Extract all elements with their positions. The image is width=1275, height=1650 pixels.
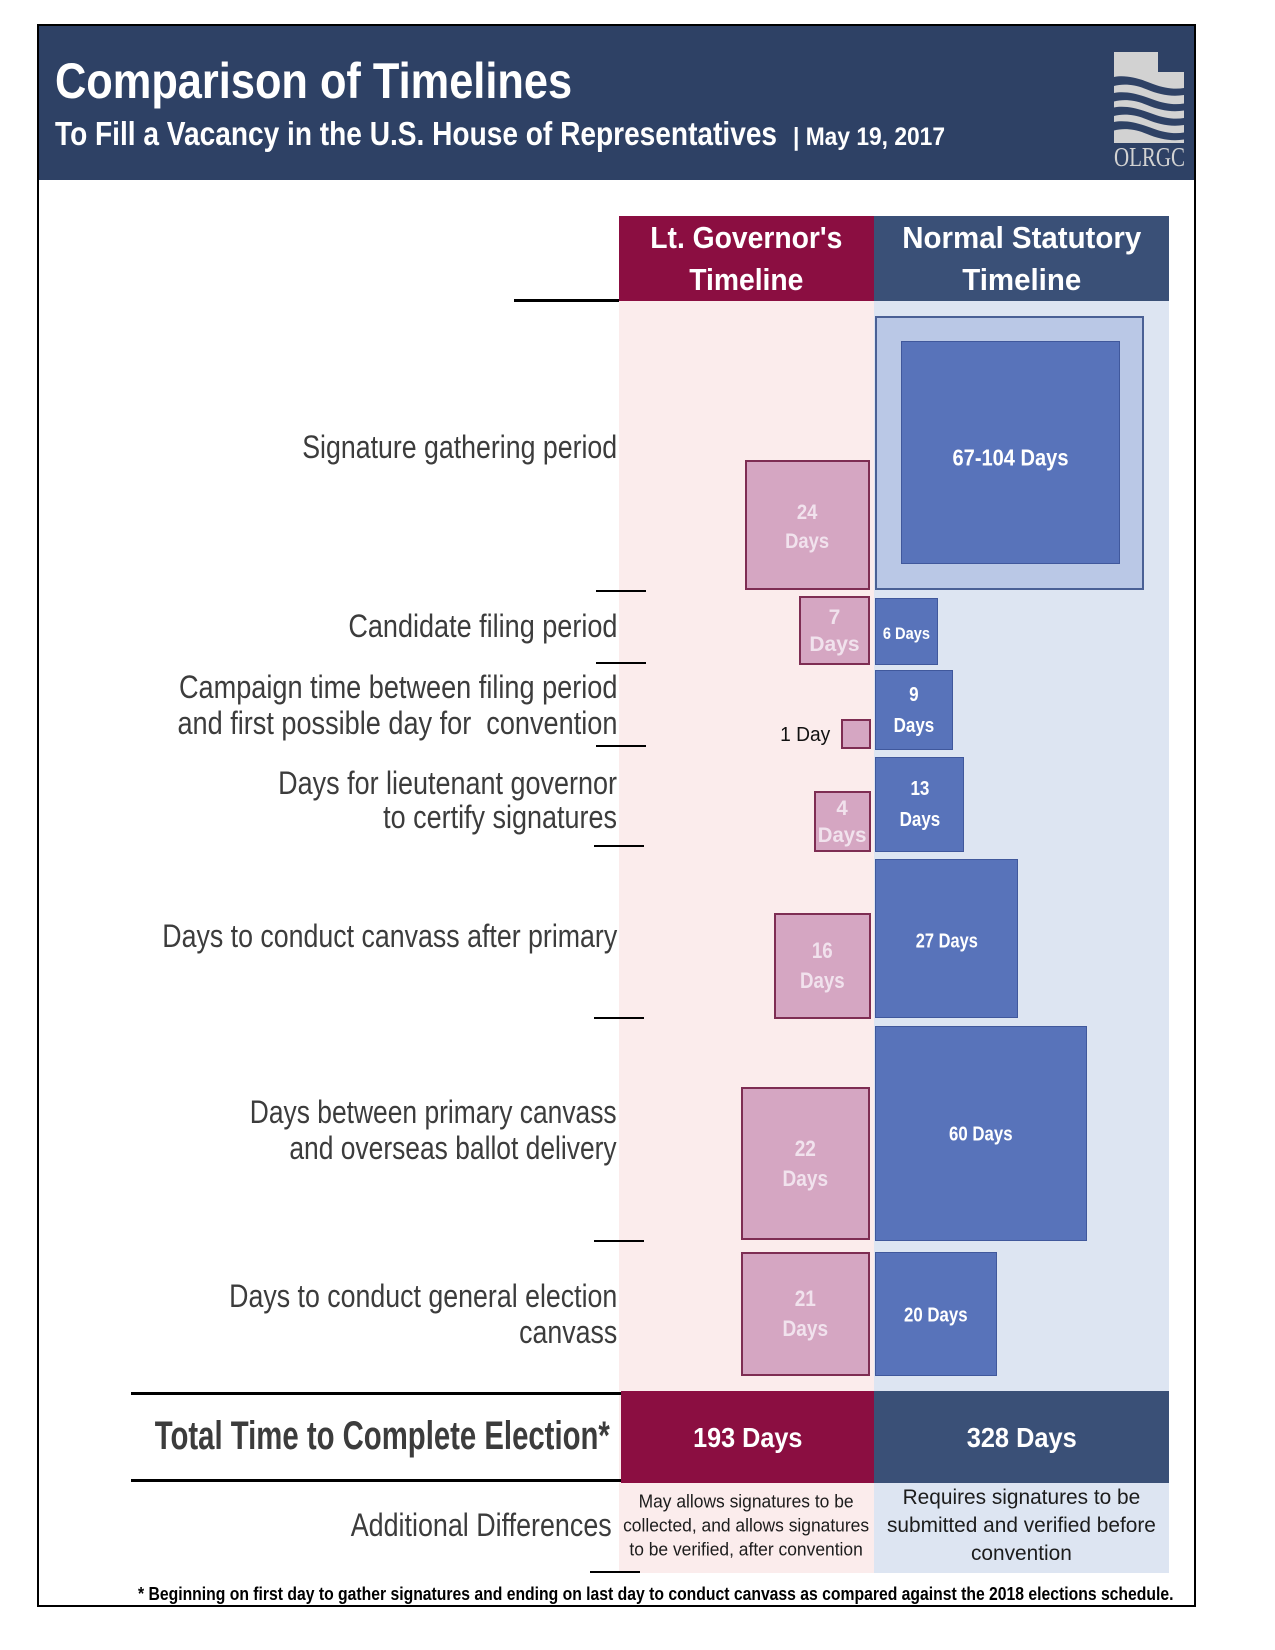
svg-text:OLRGC: OLRGC [1114,142,1185,172]
